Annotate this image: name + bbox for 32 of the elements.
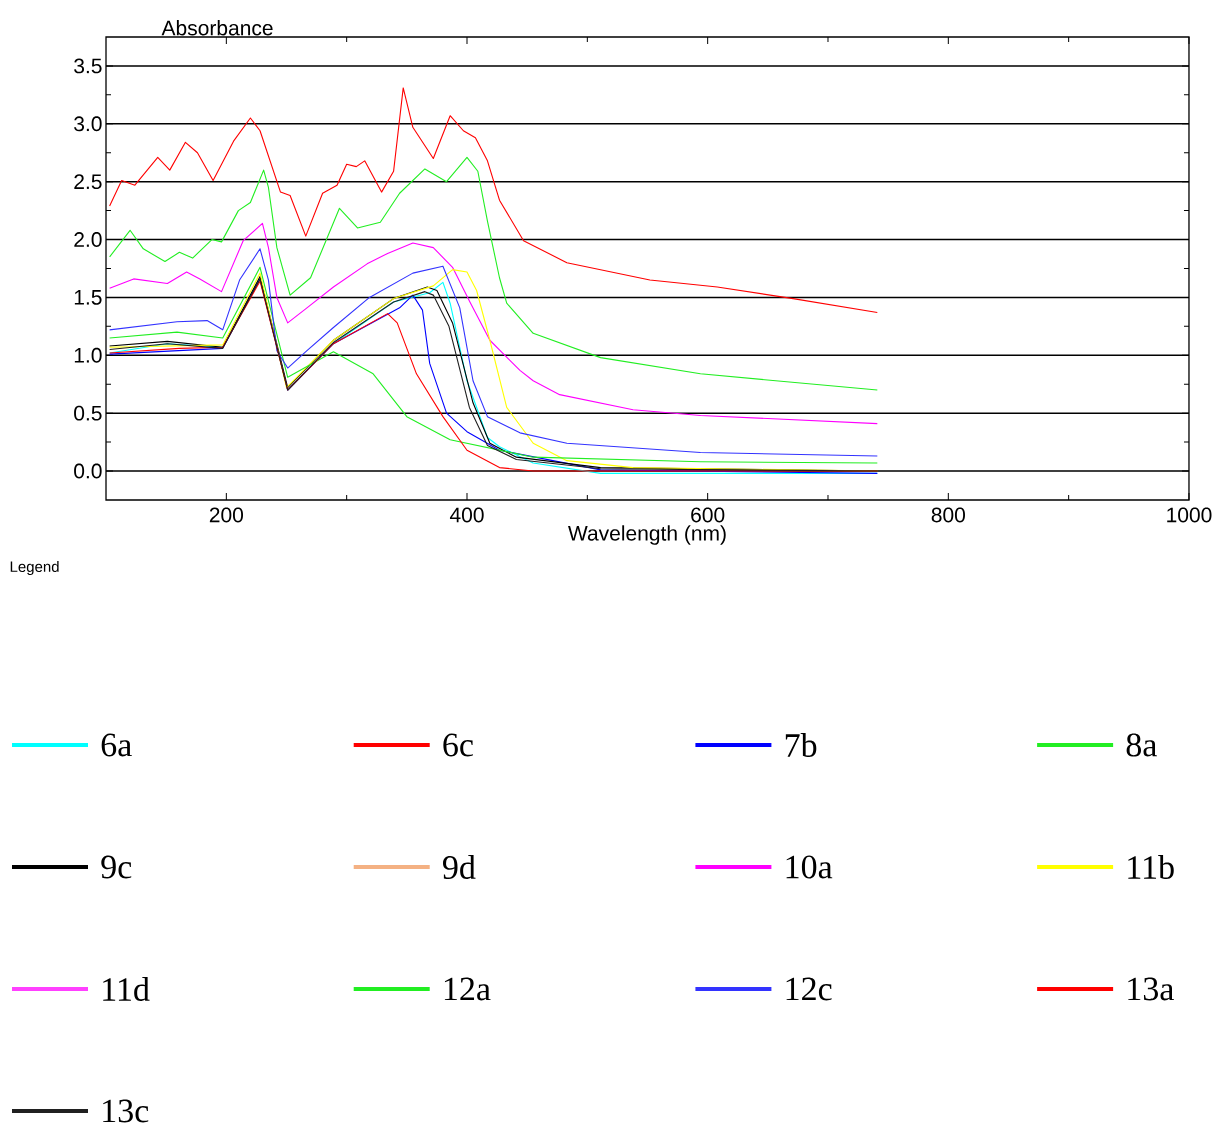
y-tick-label: 0.5 [74,405,102,421]
line-series [109,87,878,314]
y-tick-label: 1.5 [74,290,102,305]
legend-label: 9c [101,855,132,879]
x-tick-label: 800 [931,507,965,523]
line-series [109,222,878,425]
y-tick-label: 3.0 [74,116,102,132]
legend-label: 11b [1128,855,1174,879]
y-tick-label: 2.5 [74,174,102,190]
y-tick-label: 3.5 [74,58,102,74]
legend-label: 13a [1128,977,1174,1001]
y-tick-label: 2.0 [74,232,102,247]
x-tick-label: 200 [209,507,244,523]
legend-label: 9d [443,855,476,879]
y-tick-label: 0.0 [74,463,102,479]
legend-label: 10a [786,855,833,879]
y-tick-label: 1.0 [74,347,102,363]
legend-label: 6a [101,733,132,757]
x-tick-label: 600 [691,507,725,523]
legend-title: Legend [10,561,59,575]
legend-label: 6c [443,733,473,757]
x-tick-label: 400 [449,507,484,523]
legend-label: 12c [786,977,832,1001]
x-tick-label: 1000 [1167,507,1212,523]
legend-label: 13c [103,1099,149,1123]
y-axis-title: Absorbance [161,20,273,36]
legend-label: 11d [103,977,150,1001]
legend-label: 7b [785,733,817,757]
line-series [109,156,878,391]
x-axis-title: Wavelength (nm) [568,525,726,545]
legend-label: 8a [1126,733,1157,757]
legend-label: 12a [444,977,491,1001]
